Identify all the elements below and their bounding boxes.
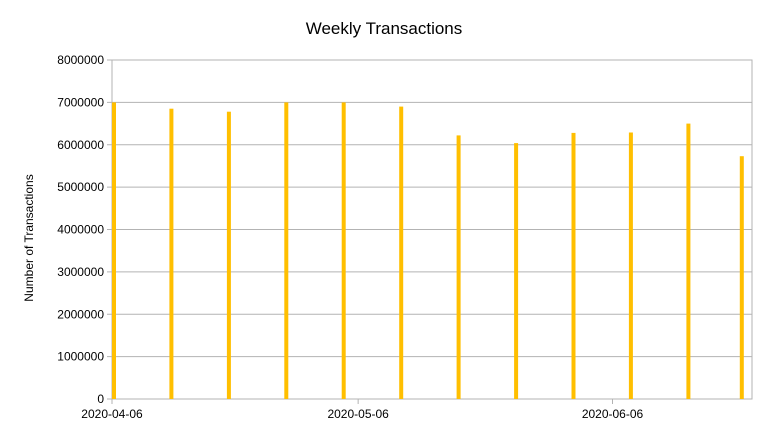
x-tick-label: 2020-06-06 — [582, 407, 644, 421]
bar — [628, 132, 633, 399]
y-tick-label: 6000000 — [57, 138, 104, 152]
bars — [112, 102, 744, 400]
x-axis-ticks: 2020-04-06 2020-05-06 2020-06-06 — [81, 399, 644, 421]
bar — [341, 102, 346, 400]
bar — [514, 143, 519, 399]
bar — [284, 102, 289, 400]
y-tick-label: 1000000 — [57, 350, 104, 364]
gridlines — [112, 59, 752, 358]
y-tick-label: 8000000 — [57, 53, 104, 67]
bar — [456, 135, 461, 399]
y-tick-label: 5000000 — [57, 180, 104, 194]
y-tick-label: 7000000 — [57, 95, 104, 109]
y-tick-label: 2000000 — [57, 307, 104, 321]
y-tick-label: 4000000 — [57, 223, 104, 237]
bar — [169, 108, 174, 399]
x-tick-label: 2020-05-06 — [327, 407, 389, 421]
y-tick-label: 0 — [97, 392, 104, 406]
bar — [686, 123, 691, 399]
chart-title: Weekly Transactions — [306, 19, 463, 38]
x-tick-label: 2020-04-06 — [81, 407, 143, 421]
bar — [571, 132, 576, 399]
y-axis-ticks: 0 1000000 2000000 3000000 4000000 5000000 6000… — [57, 53, 112, 406]
bar — [226, 111, 231, 399]
y-axis-label: Number of Transactions — [22, 174, 36, 301]
bar — [399, 106, 404, 399]
y-tick-label: 3000000 — [57, 265, 104, 279]
bar — [112, 102, 116, 400]
bar — [739, 156, 744, 399]
